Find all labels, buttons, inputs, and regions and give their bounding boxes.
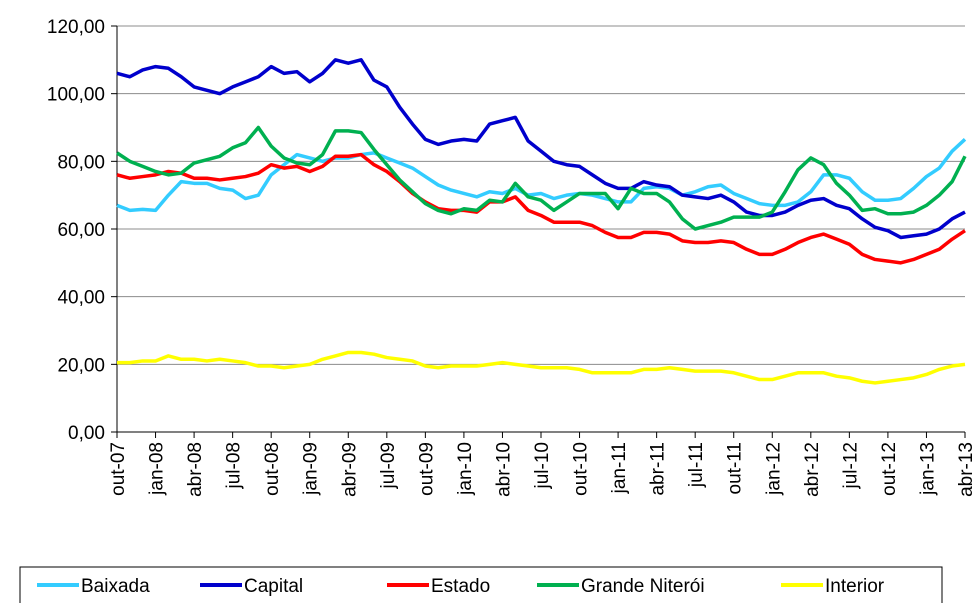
x-tick-label: jan-10 (455, 442, 476, 496)
x-tick-label: out-09 (416, 442, 437, 496)
y-tick-label: 80,00 (57, 152, 105, 173)
x-tick-label: jan-11 (609, 442, 630, 494)
x-tick-label: abr-12 (802, 442, 823, 497)
x-tick-label: abr-13 (956, 442, 977, 497)
x-tick-label: jul-11 (686, 442, 707, 488)
legend-label: Baixada (81, 576, 150, 597)
series-line (116, 58, 966, 240)
x-tick-label: jan-13 (917, 442, 938, 496)
x-tick-label: abr-08 (185, 442, 206, 497)
x-tick-label: abr-11 (648, 442, 669, 496)
y-tick-label: 40,00 (57, 288, 105, 309)
y-tick-label: 60,00 (57, 220, 105, 241)
series-line (116, 138, 967, 213)
x-tick-label: jul-10 (532, 442, 553, 489)
x-tick-label: jan-09 (301, 442, 322, 496)
series-line (117, 350, 966, 385)
series-line (116, 152, 966, 265)
x-tick-label: jul-09 (378, 442, 399, 489)
y-tick-label: 0,00 (68, 423, 105, 444)
x-tick-label: out-11 (725, 442, 746, 494)
x-tick-label: abr-09 (339, 442, 360, 497)
x-tick-label: jul-12 (840, 442, 861, 489)
series-line (116, 125, 967, 231)
y-tick-label: 120,00 (47, 17, 105, 38)
x-tick-label: jan-12 (763, 442, 784, 496)
x-tick-label: jan-08 (147, 442, 168, 496)
y-tick-label: 100,00 (47, 85, 105, 106)
x-tick-label: out-08 (262, 442, 283, 496)
y-tick-label: 20,00 (57, 355, 105, 376)
legend-label: Estado (431, 576, 490, 597)
x-tick-label: abr-10 (493, 442, 514, 497)
x-tick-label: out-12 (879, 442, 900, 496)
x-tick-label: jul-08 (224, 442, 245, 489)
x-tick-label: out-07 (108, 442, 129, 496)
legend-label: Capital (244, 576, 303, 597)
legend-label: Grande Niterói (581, 576, 705, 597)
x-tick-label: out-10 (571, 442, 592, 496)
legend-label: Interior (825, 576, 885, 597)
